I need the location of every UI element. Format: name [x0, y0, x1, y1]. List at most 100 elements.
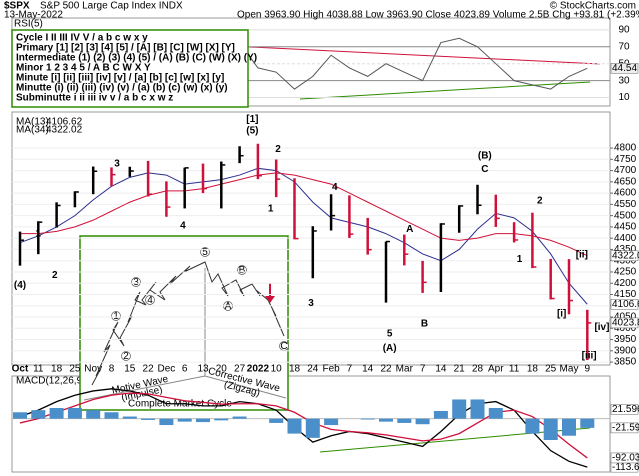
quote: Open 3963.90 High 4038.88 Low 3963.90 Cl… [237, 10, 639, 21]
inset-arrow-head [265, 296, 275, 303]
histogram-bar [141, 418, 156, 420]
x-tick-label: 20 [216, 364, 228, 375]
value-tag: 4106.62 [612, 299, 639, 310]
wave-label: 3 [114, 158, 120, 169]
wave-label: 1 [268, 204, 274, 215]
wave-label: 5 [387, 329, 393, 340]
wave-legend-entry: Minute [i] [ii] [iii] [iv] [v] / [a] [b]… [16, 73, 224, 84]
x-tick-label: Apr [488, 364, 504, 375]
wave-label: [i] [557, 308, 566, 319]
y-tick-label: 90 [618, 24, 630, 35]
value-tag-box [610, 317, 639, 329]
x-tick-label: 25 [545, 364, 557, 375]
wave-label: 1 [517, 254, 523, 265]
histogram-bar [415, 418, 430, 425]
x-tick-label: 11 [509, 364, 520, 375]
inset-box [79, 235, 289, 411]
x-tick-label: 7 [347, 364, 353, 375]
wave-label: (A) [383, 343, 397, 354]
x-tick-label: Nov [84, 364, 102, 375]
wave-label: [ii] [576, 250, 588, 261]
y-tick-label: 4050 [614, 312, 637, 323]
inset-point-label: C [280, 341, 287, 352]
moving-average [20, 172, 588, 257]
moving-average [19, 167, 588, 305]
legend-value: 4106.62 [46, 117, 83, 128]
y-tick-label: 30 [618, 75, 630, 86]
wave-legend: Cycle I II III IV V / a b c w x yPrimary… [11, 29, 257, 108]
wave-label: 4 [180, 220, 186, 231]
inset-point-marker [111, 311, 121, 321]
value-tag: 4322.02 [612, 250, 639, 261]
macd-line [19, 388, 588, 468]
histogram-bar [543, 418, 558, 440]
histogram-bar [433, 410, 448, 419]
histogram-bar [525, 418, 540, 434]
x-tick-label: 27 [234, 364, 246, 375]
y-tick-label: 4650 [614, 176, 637, 187]
y-tick-label: 4600 [614, 188, 637, 199]
inset-point-label: 2 [123, 351, 129, 362]
y-tick-label: 4750 [614, 154, 637, 165]
inset-point-label: B [239, 265, 246, 276]
x-tick-label: 22 [380, 364, 392, 375]
y-tick-label: 4350 [614, 244, 637, 255]
y-tick-label: 4700 [614, 165, 637, 176]
wave-label: 2 [52, 270, 58, 281]
x-tick-label: 14 [362, 364, 374, 375]
inset-point-label: 3 [133, 277, 139, 288]
histogram-bar [232, 416, 247, 419]
y-tick-label: 4800 [614, 143, 637, 154]
histogram-bar [214, 418, 229, 421]
inset-diagram: Motive Wave (Impulse) Corrective Wave (Z… [79, 235, 289, 411]
value-tag-box [610, 299, 639, 310]
y-tick-label: 4150 [614, 289, 637, 300]
histogram-bar [452, 399, 467, 419]
symbol: $SPX [4, 1, 30, 12]
legend-name: MA(13) [16, 117, 49, 128]
histogram-bar [269, 418, 284, 423]
x-tick-label: 6 [182, 364, 188, 375]
inset-wave [91, 261, 285, 386]
histogram-bar [488, 408, 503, 419]
y-tick-label: 4250 [614, 267, 637, 278]
histogram-bar [360, 418, 375, 420]
y-tick-label: 4550 [614, 199, 637, 210]
y-tick-label: 4500 [614, 210, 637, 221]
value-tag-box [610, 422, 639, 434]
x-tick-label: Mar [396, 364, 414, 375]
x-tick-label: 28 [472, 364, 484, 375]
x-tick-label: 18 [527, 364, 539, 375]
inset-point-label: 5 [202, 247, 208, 258]
wave-label: (5) [246, 125, 258, 136]
histogram-bar [104, 412, 119, 419]
wave-label: C [481, 164, 488, 175]
wave-legend-entry: Minor 1 2 3 4 5 / A B C W X Y [16, 63, 151, 74]
x-tick-label: 7 [420, 364, 426, 375]
histogram-bar [122, 416, 137, 419]
x-tick-label: 2022 [247, 364, 270, 375]
x-tick-label: 22 [143, 364, 155, 375]
histogram-bar [324, 418, 339, 426]
wave-label: [iii] [582, 350, 597, 361]
rsi-trendline [229, 45, 601, 65]
x-tick-label: 18 [289, 364, 301, 375]
rsi-trendline [299, 81, 591, 100]
wave-label: B [421, 318, 428, 329]
macd-frame [11, 375, 611, 473]
y-tick-label: 70 [618, 41, 630, 52]
wave-legend-entry: Minutte (i) (ii) (iii) (iv) (v) / (a) (b… [16, 83, 228, 94]
histogram-bar [177, 418, 192, 422]
x-tick-label: 25 [69, 364, 81, 375]
x-tick-label: 15 [124, 364, 136, 375]
wave-label: 2 [275, 144, 281, 155]
x-tick-label: 9 [585, 364, 591, 375]
histogram-bar [196, 418, 210, 423]
rsi-title: RSI(5) [14, 19, 43, 30]
x-tick-label: 14 [435, 364, 447, 375]
histogram-bar [379, 418, 393, 422]
value-tag: 44.54 [612, 63, 637, 74]
wave-legend-box [11, 29, 249, 108]
x-tick-label: 8 [109, 364, 115, 375]
value-tag: 4023.89 [612, 318, 639, 329]
